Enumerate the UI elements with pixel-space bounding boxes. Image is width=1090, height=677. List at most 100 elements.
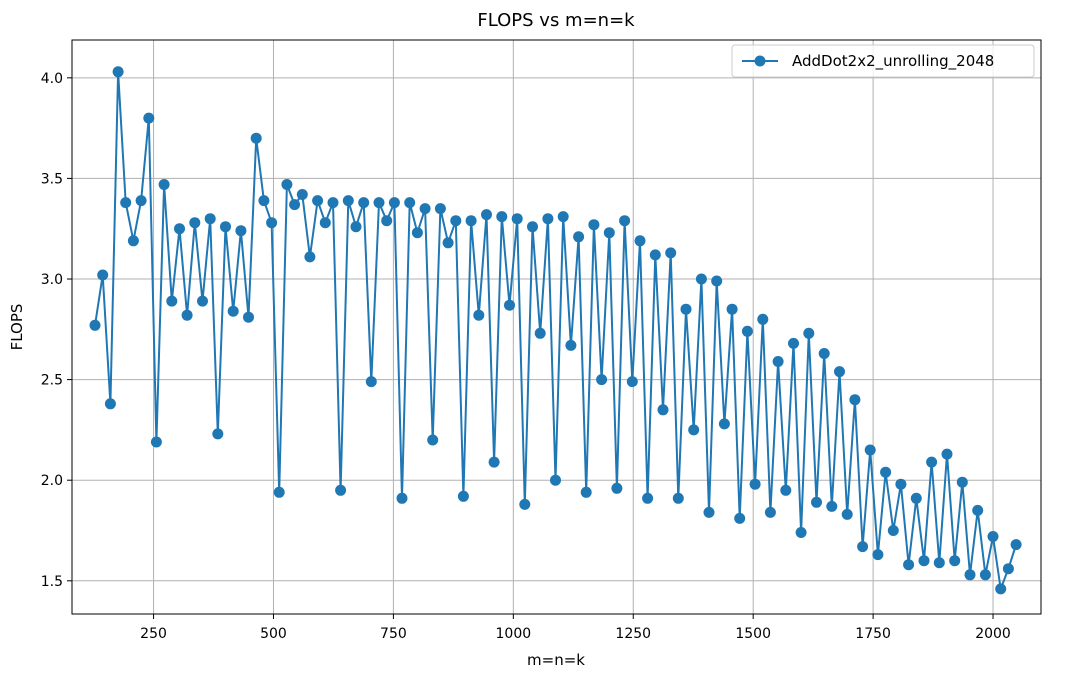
data-point — [158, 179, 170, 190]
series-layer — [89, 66, 1022, 595]
data-point — [542, 213, 554, 225]
y-axis: 1.5 2.0 2.5 3.0 3.5 4.0 — [41, 71, 72, 590]
data-point — [166, 295, 178, 307]
data-point — [258, 195, 270, 207]
data-point — [235, 225, 247, 237]
data-point — [419, 203, 431, 215]
data-point — [411, 227, 423, 239]
data-point — [220, 221, 231, 233]
data-point — [319, 217, 331, 229]
data-point — [350, 221, 362, 233]
grid — [72, 40, 1041, 614]
y-tick-label: 3.5 — [41, 171, 63, 187]
data-point — [872, 549, 884, 561]
x-tick-label: 1500 — [735, 626, 771, 642]
data-point — [910, 492, 922, 504]
data-point — [388, 197, 400, 209]
x-tick-label: 1750 — [855, 626, 891, 642]
data-point — [987, 531, 999, 542]
data-point — [941, 448, 953, 460]
data-point — [634, 235, 646, 247]
data-point — [150, 436, 162, 448]
data-point — [949, 555, 961, 567]
data-point — [665, 247, 677, 259]
data-point — [135, 195, 147, 207]
data-point — [327, 197, 339, 209]
data-point — [89, 319, 101, 331]
data-point — [304, 251, 316, 263]
data-point — [534, 327, 546, 339]
data-point — [580, 486, 592, 498]
data-point — [780, 484, 792, 496]
data-point — [189, 217, 201, 229]
data-point — [811, 496, 822, 508]
data-point — [772, 356, 784, 367]
data-point — [803, 327, 815, 339]
legend: AddDot2x2_unrolling_2048 — [731, 44, 1035, 78]
data-point — [726, 303, 738, 315]
data-point — [695, 273, 707, 285]
data-point — [212, 428, 224, 440]
y-tick-label: 2.0 — [41, 473, 63, 489]
x-tick-label: 1000 — [496, 626, 532, 642]
x-axis-label: m=n=k — [527, 651, 585, 669]
data-point — [849, 394, 861, 406]
data-point — [381, 215, 393, 227]
data-point — [880, 466, 892, 478]
data-point — [289, 199, 301, 211]
legend-label: AddDot2x2_unrolling_2048 — [792, 52, 994, 71]
x-tick-label: 500 — [260, 626, 287, 642]
data-point — [519, 498, 531, 510]
data-point — [465, 215, 477, 227]
data-point — [473, 309, 485, 321]
data-point — [964, 569, 976, 581]
data-point — [703, 506, 715, 518]
y-tick-label: 4.0 — [41, 71, 63, 87]
x-tick-label: 750 — [380, 626, 407, 642]
data-point — [718, 418, 730, 430]
data-point — [427, 434, 439, 446]
data-point — [511, 213, 523, 225]
data-point — [281, 179, 293, 190]
y-tick-label: 2.5 — [41, 373, 63, 389]
data-point — [672, 492, 684, 504]
data-point — [404, 197, 416, 209]
data-point — [887, 525, 899, 536]
data-point — [603, 227, 615, 239]
data-point — [442, 237, 454, 249]
data-point — [642, 492, 654, 504]
data-point — [834, 366, 845, 378]
data-point — [749, 478, 761, 490]
data-point — [243, 311, 254, 323]
data-point — [496, 211, 508, 223]
data-point — [335, 484, 347, 496]
data-point — [250, 132, 262, 144]
data-point — [488, 456, 500, 468]
legend-box — [731, 44, 1035, 78]
data-point — [741, 325, 753, 337]
data-point — [557, 211, 569, 223]
data-point — [312, 195, 324, 207]
data-point — [550, 474, 561, 486]
data-point — [926, 456, 938, 468]
data-point — [611, 482, 623, 494]
data-point — [734, 512, 746, 524]
data-point — [619, 215, 631, 227]
data-point — [918, 555, 930, 567]
data-point — [688, 424, 700, 436]
legend-marker — [754, 55, 766, 67]
y-tick-label: 3.0 — [41, 272, 63, 288]
data-point — [143, 112, 155, 124]
x-tick-label: 2000 — [975, 626, 1011, 642]
data-point — [342, 195, 354, 207]
data-point — [596, 374, 608, 386]
data-point — [1002, 563, 1014, 575]
data-point — [757, 313, 769, 325]
data-point — [120, 197, 132, 209]
data-point — [956, 476, 968, 488]
data-point — [933, 557, 945, 569]
x-tick-label: 1250 — [615, 626, 651, 642]
data-point — [181, 309, 193, 321]
data-point — [588, 219, 600, 231]
